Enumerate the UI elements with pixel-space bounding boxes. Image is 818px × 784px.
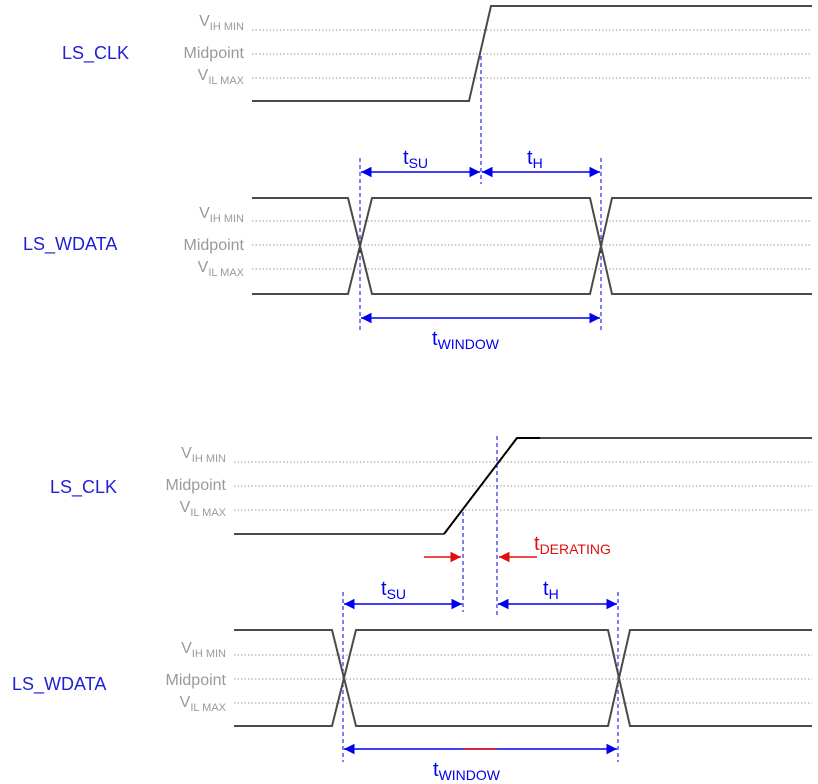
bottom-twindow-label: tWINDOW [433, 759, 501, 783]
top-clk-label: LS_CLK [62, 43, 129, 64]
bottom-data-label: LS_WDATA [12, 674, 106, 695]
bottom-data-waveform-low [234, 629, 812, 727]
top-tsu-label: tSU [403, 147, 428, 171]
bottom-clk-label: LS_CLK [50, 477, 117, 498]
bottom-clk-vil-label: VIL MAX [180, 499, 227, 519]
top-clk-vih-label: VIH MIN [199, 13, 244, 33]
top-data-group: LS_WDATA VIH MIN Midpoint VIL MAX [23, 197, 812, 295]
top-clk-group: LS_CLK VIH MIN Midpoint VIL MAX [62, 5, 812, 102]
top-data-vih-label: VIH MIN [199, 205, 244, 225]
top-diagram: LS_CLK VIH MIN Midpoint VIL MAX tSU tH L… [23, 5, 812, 352]
bottom-clk-group: LS_CLK VIH MIN Midpoint VIL MAX [50, 437, 812, 535]
top-clk-waveform [252, 5, 812, 102]
bottom-data-group: LS_WDATA VIH MIN Midpoint VIL MAX [12, 629, 812, 727]
bottom-clk-waveform-edge [443, 437, 540, 535]
bottom-data-waveform-high [234, 629, 812, 727]
bottom-th-label: tH [543, 578, 559, 602]
bottom-clk-vih-label: VIH MIN [181, 445, 226, 465]
bottom-clk-mid-label: Midpoint [166, 477, 227, 494]
bottom-data-mid-label: Midpoint [166, 672, 227, 689]
top-data-waveform-low [252, 197, 812, 295]
top-data-label: LS_WDATA [23, 234, 117, 255]
top-clk-mid-label: Midpoint [184, 45, 245, 62]
top-twindow-label: tWINDOW [432, 328, 500, 352]
bottom-tderating-label: tDERATING [534, 533, 611, 557]
bottom-data-vih-label: VIH MIN [181, 640, 226, 660]
top-clk-vil-label: VIL MAX [198, 67, 245, 87]
top-data-mid-label: Midpoint [184, 237, 245, 254]
top-data-waveform-high [252, 197, 812, 295]
bottom-diagram: LS_CLK VIH MIN Midpoint VIL MAX tDERATIN… [12, 436, 812, 783]
bottom-tsu-label: tSU [381, 578, 406, 602]
bottom-data-vil-label: VIL MAX [180, 694, 227, 714]
top-th-label: tH [527, 147, 543, 171]
top-data-vil-label: VIL MAX [198, 259, 245, 279]
